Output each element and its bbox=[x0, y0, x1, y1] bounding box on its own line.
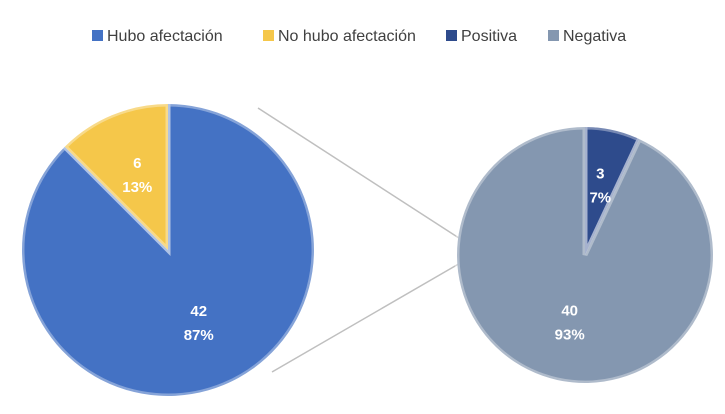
legend-label: Hubo afectación bbox=[107, 28, 223, 45]
data-label: 13% bbox=[122, 179, 152, 196]
pie-slice bbox=[61, 101, 171, 257]
data-label: 6 bbox=[133, 155, 141, 172]
legend-swatch bbox=[548, 30, 559, 41]
pie-slice bbox=[454, 124, 716, 386]
data-label: 87% bbox=[184, 327, 214, 344]
data-label: 3 bbox=[596, 165, 604, 182]
pie-slice bbox=[582, 124, 643, 257]
data-label: 40 bbox=[561, 303, 578, 320]
data-label: 93% bbox=[555, 327, 585, 344]
data-label: 7% bbox=[589, 189, 611, 206]
legend-label: Positiva bbox=[461, 28, 517, 45]
legend-swatch bbox=[446, 30, 457, 41]
data-label: 42 bbox=[190, 303, 207, 320]
pie-slice bbox=[19, 101, 317, 399]
legend-swatch bbox=[263, 30, 274, 41]
connector bbox=[257, 107, 463, 241]
connector bbox=[271, 261, 463, 373]
legend-label: Negativa bbox=[563, 28, 626, 45]
legend-label: No hubo afectación bbox=[278, 28, 416, 45]
legend-swatch bbox=[92, 30, 103, 41]
